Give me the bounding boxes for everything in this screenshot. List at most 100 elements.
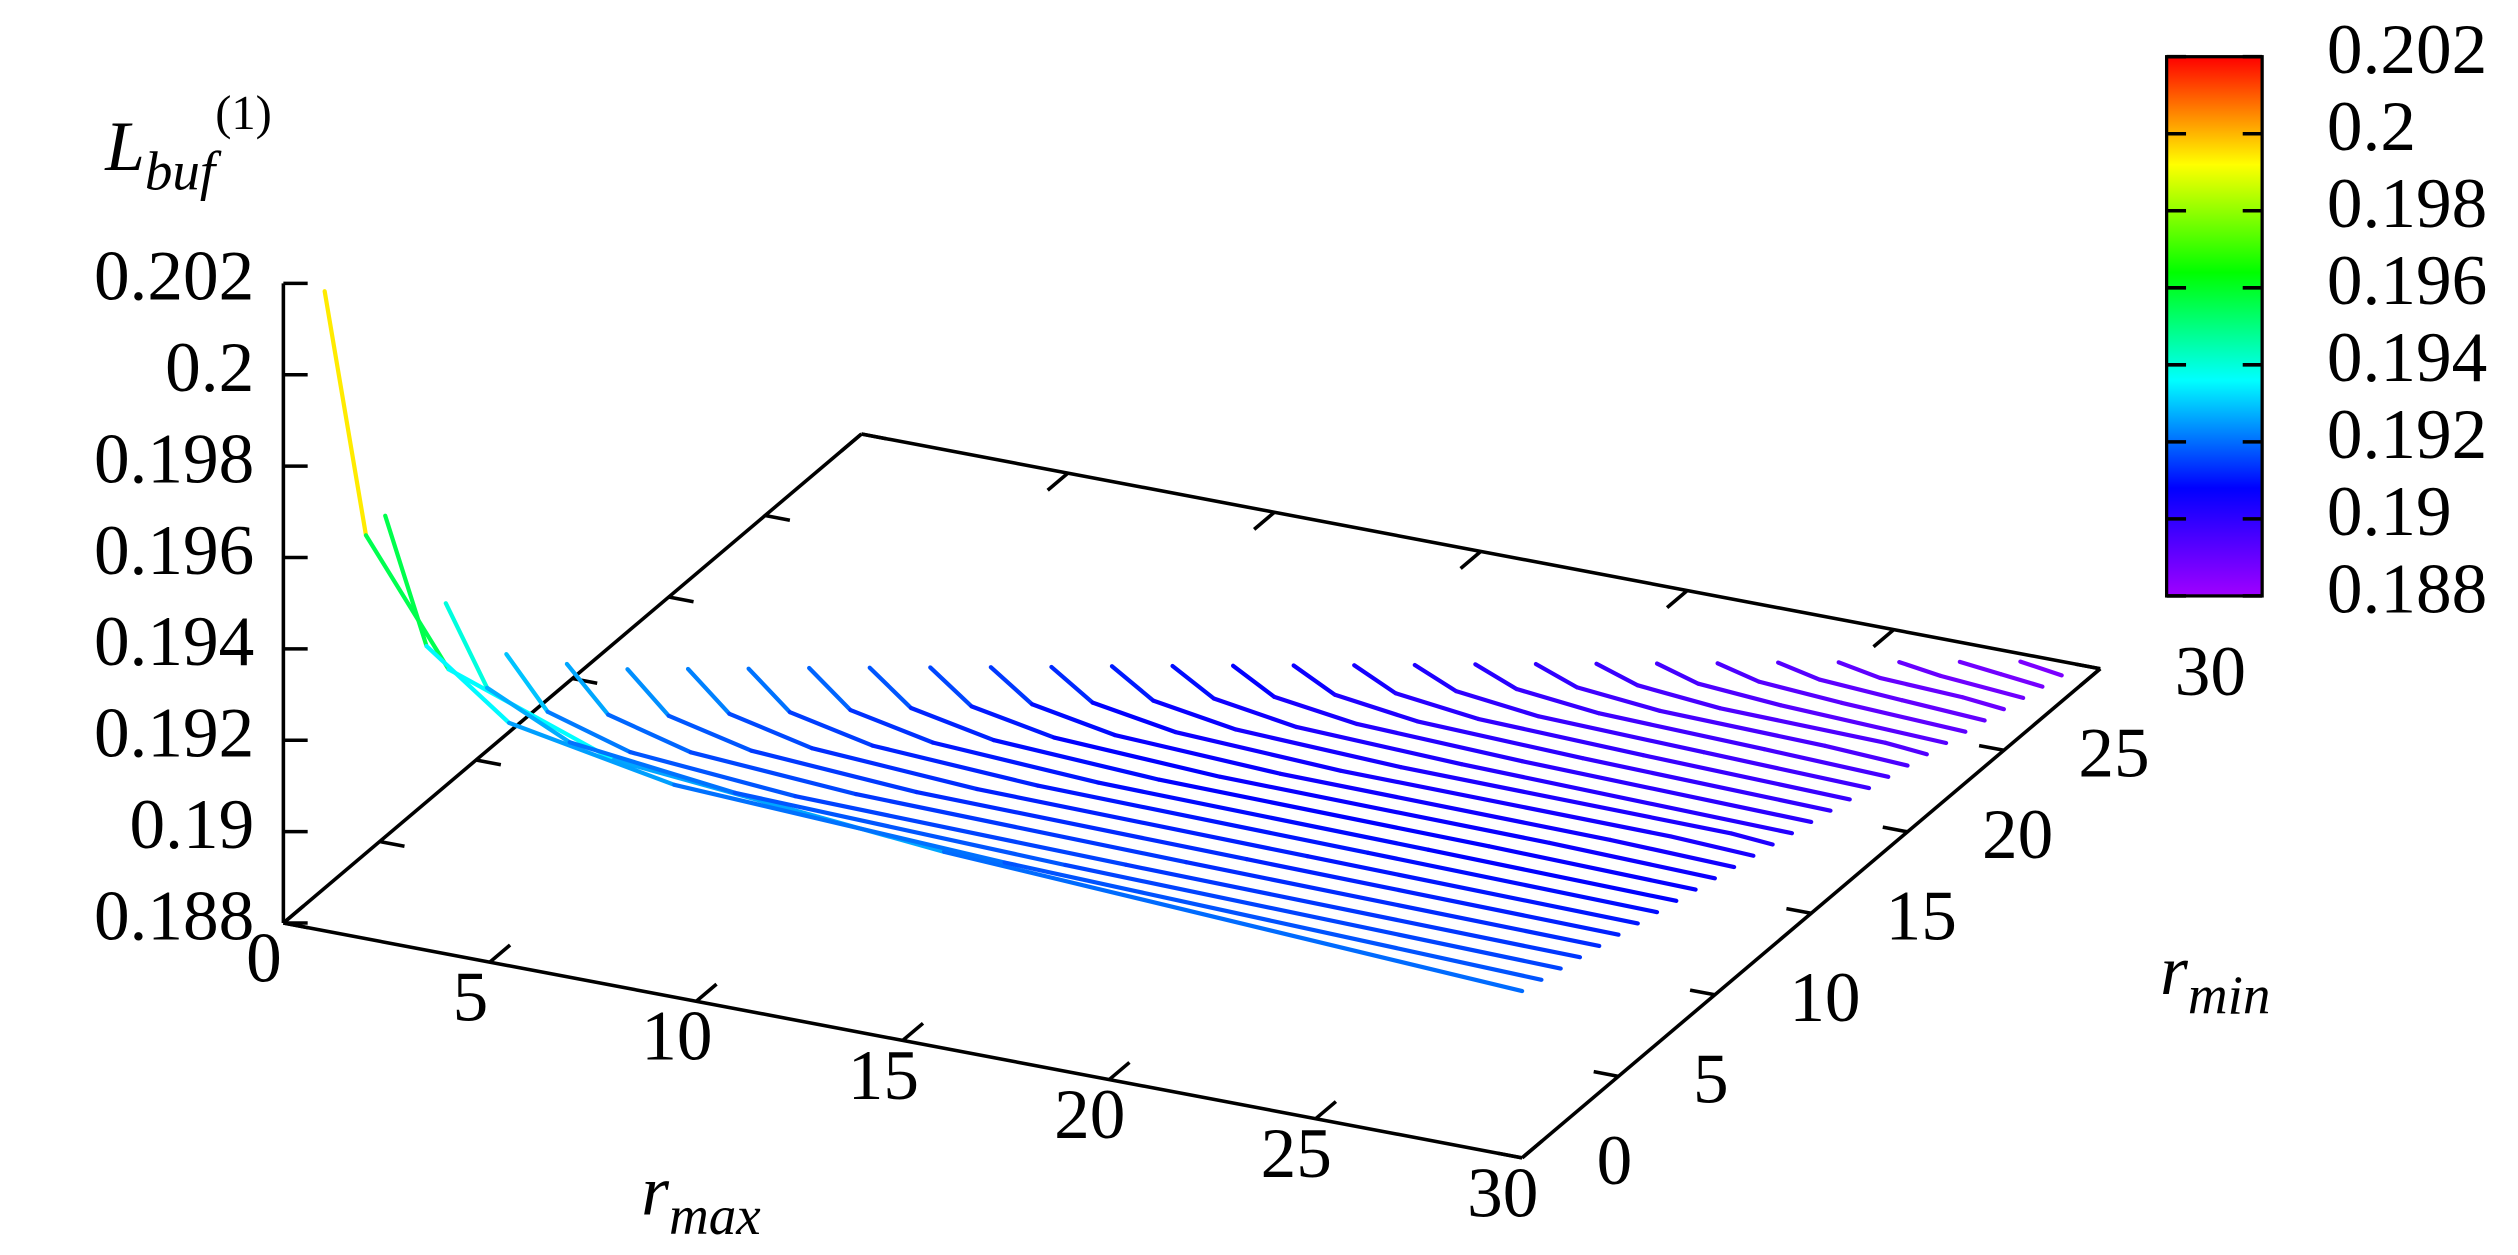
curve-segment <box>1817 677 1905 703</box>
curve-segment <box>848 707 936 745</box>
curve-segment <box>1473 662 1519 692</box>
y-tick <box>379 839 405 848</box>
y-tick-label: 15 <box>1886 877 1957 955</box>
colorbar-tick-label: 0.202 <box>2327 11 2487 89</box>
curve-segment <box>1641 753 1852 802</box>
curve-segment <box>672 782 1007 865</box>
x-tick <box>901 1021 925 1042</box>
curve-segment <box>928 665 974 709</box>
y-tick <box>764 513 791 522</box>
colorbar-tick-label: 0.192 <box>2327 396 2487 474</box>
curve-segment <box>606 712 693 755</box>
curve-segment <box>969 704 1057 740</box>
x-tick <box>1314 1100 1338 1121</box>
curve-segment <box>1514 686 1602 716</box>
x-tick <box>1520 1139 1544 1160</box>
curve-segment <box>1173 729 1343 773</box>
curve-segment <box>1184 860 1602 949</box>
x-tick-label: 5 <box>453 959 489 1037</box>
curve-segment <box>749 748 919 795</box>
curve-segment <box>1475 716 1646 758</box>
z-tick-label: 0.194 <box>94 603 254 681</box>
curve-segment <box>1123 862 1583 960</box>
y-tick-label: 20 <box>1982 796 2053 874</box>
x-tick <box>1459 550 1482 570</box>
curve-segment <box>991 737 1161 782</box>
curve-segment <box>1338 768 1673 839</box>
y-tick <box>1786 906 1812 916</box>
x-tick <box>1252 510 1276 531</box>
curve-segment <box>1715 661 1761 684</box>
colorbar <box>2164 55 2264 598</box>
curve-segment <box>1272 694 1360 727</box>
curve-segment <box>628 749 798 799</box>
z-tick-label: 0.19 <box>130 786 255 864</box>
curve-segment <box>1718 706 1888 745</box>
curve-segment <box>383 513 429 649</box>
y-tick-label: 0 <box>1597 1122 1633 1200</box>
curve-segment <box>787 710 875 748</box>
curve-segment <box>1536 714 1706 755</box>
y-tick <box>1593 1069 1619 1079</box>
curve-segment <box>1277 771 1613 843</box>
x-tick <box>695 982 718 1003</box>
y-tick-label: 10 <box>1789 959 1860 1037</box>
x-tick-label: 25 <box>1261 1115 1332 1193</box>
z-tick-label: 0.192 <box>94 695 254 773</box>
curve-segment <box>746 666 792 715</box>
curve-segment <box>807 665 853 713</box>
curve-segment <box>732 790 1068 868</box>
y-tick <box>2075 662 2101 671</box>
z-label-text: L <box>104 108 145 186</box>
curve-segment <box>1960 695 2006 712</box>
curve-segment <box>507 720 677 787</box>
curve-segment <box>870 743 1040 788</box>
curve-segment <box>1778 703 1949 746</box>
y-tick <box>572 676 598 685</box>
curve-segment <box>1459 762 1795 836</box>
curve-segment <box>1063 862 1563 971</box>
curve-segment <box>504 652 550 714</box>
curve-segment <box>1762 747 1891 779</box>
curve-segment <box>1594 661 1640 688</box>
curve-segment <box>1776 660 1822 682</box>
curve-segment <box>1756 679 1844 705</box>
curve-segment <box>1365 850 1660 915</box>
curve-segment <box>1957 659 2004 677</box>
curve-segment <box>666 713 754 753</box>
curve-segment <box>1052 735 1222 779</box>
curve-segment <box>908 705 996 743</box>
curve-segment <box>941 849 1525 994</box>
curve-segment <box>1822 743 1910 768</box>
x-tick <box>2078 667 2102 688</box>
curve-segment <box>1999 672 2045 689</box>
curve-segment <box>1352 663 1398 696</box>
curve-segment <box>1112 732 1282 776</box>
y-tick <box>1882 825 1908 834</box>
curve-segment <box>1217 774 1552 845</box>
x-tick <box>840 432 863 453</box>
y-tick <box>475 758 502 767</box>
curve-segment <box>1597 711 1767 752</box>
curve-segment <box>1244 857 1621 937</box>
x-tick-label: 10 <box>641 998 712 1076</box>
curve-segment <box>1938 673 2026 701</box>
curve-segment <box>545 709 633 755</box>
z-tick-label: 0.202 <box>94 238 254 316</box>
x-tick-label: 0 <box>246 919 282 997</box>
curve-segment <box>1233 727 1404 770</box>
y-label-sub: min <box>2188 964 2271 1025</box>
colorbar-tick-label: 0.198 <box>2327 165 2487 243</box>
curve-segment <box>1415 719 1585 761</box>
colorbar-tick-label: 0.194 <box>2327 319 2487 397</box>
curve-segment <box>1657 708 1828 748</box>
curve-segment <box>809 746 980 792</box>
x-tick <box>1046 471 1070 492</box>
curve-segment <box>1608 837 1737 870</box>
colorbar-tick-label: 0.19 <box>2327 473 2452 551</box>
curve-segment <box>1291 663 1338 697</box>
curve-segment <box>1701 750 1872 791</box>
curve-segment <box>853 792 1189 865</box>
curve-segment <box>1547 840 1717 881</box>
curve-segment <box>1393 691 1481 721</box>
